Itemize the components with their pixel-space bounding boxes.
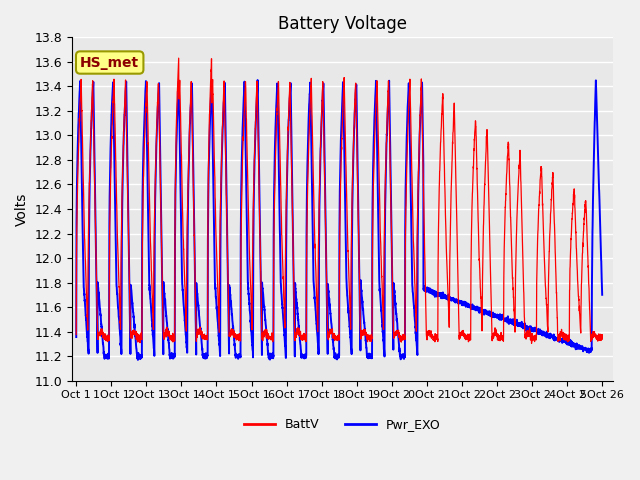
Legend: BattV, Pwr_EXO: BattV, Pwr_EXO: [239, 413, 446, 436]
Y-axis label: Volts: Volts: [15, 192, 29, 226]
Title: Battery Voltage: Battery Voltage: [278, 15, 407, 33]
Text: HS_met: HS_met: [80, 56, 140, 70]
